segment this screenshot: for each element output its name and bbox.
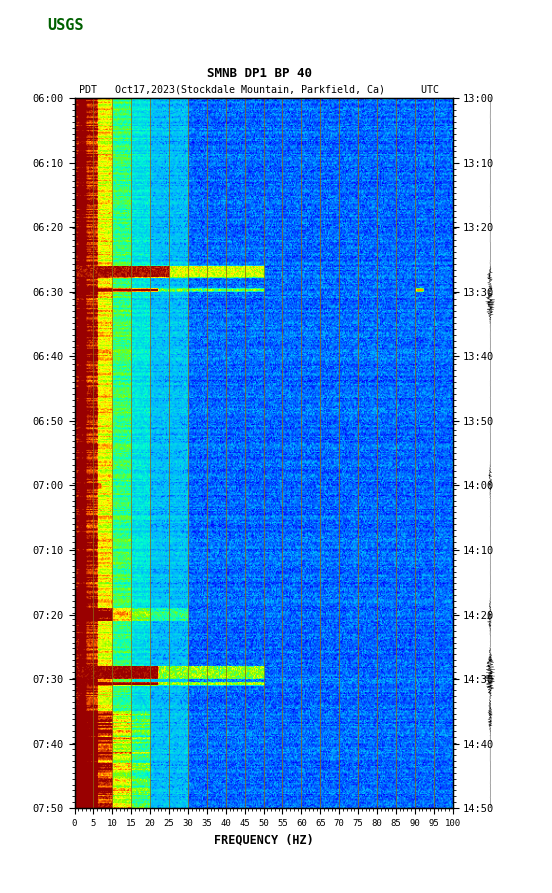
X-axis label: FREQUENCY (HZ): FREQUENCY (HZ): [214, 833, 314, 847]
Text: SMNB DP1 BP 40: SMNB DP1 BP 40: [207, 67, 312, 79]
Text: USGS: USGS: [47, 18, 83, 32]
Text: PDT   Oct17,2023(Stockdale Mountain, Parkfield, Ca)      UTC: PDT Oct17,2023(Stockdale Mountain, Parkf…: [79, 84, 439, 95]
